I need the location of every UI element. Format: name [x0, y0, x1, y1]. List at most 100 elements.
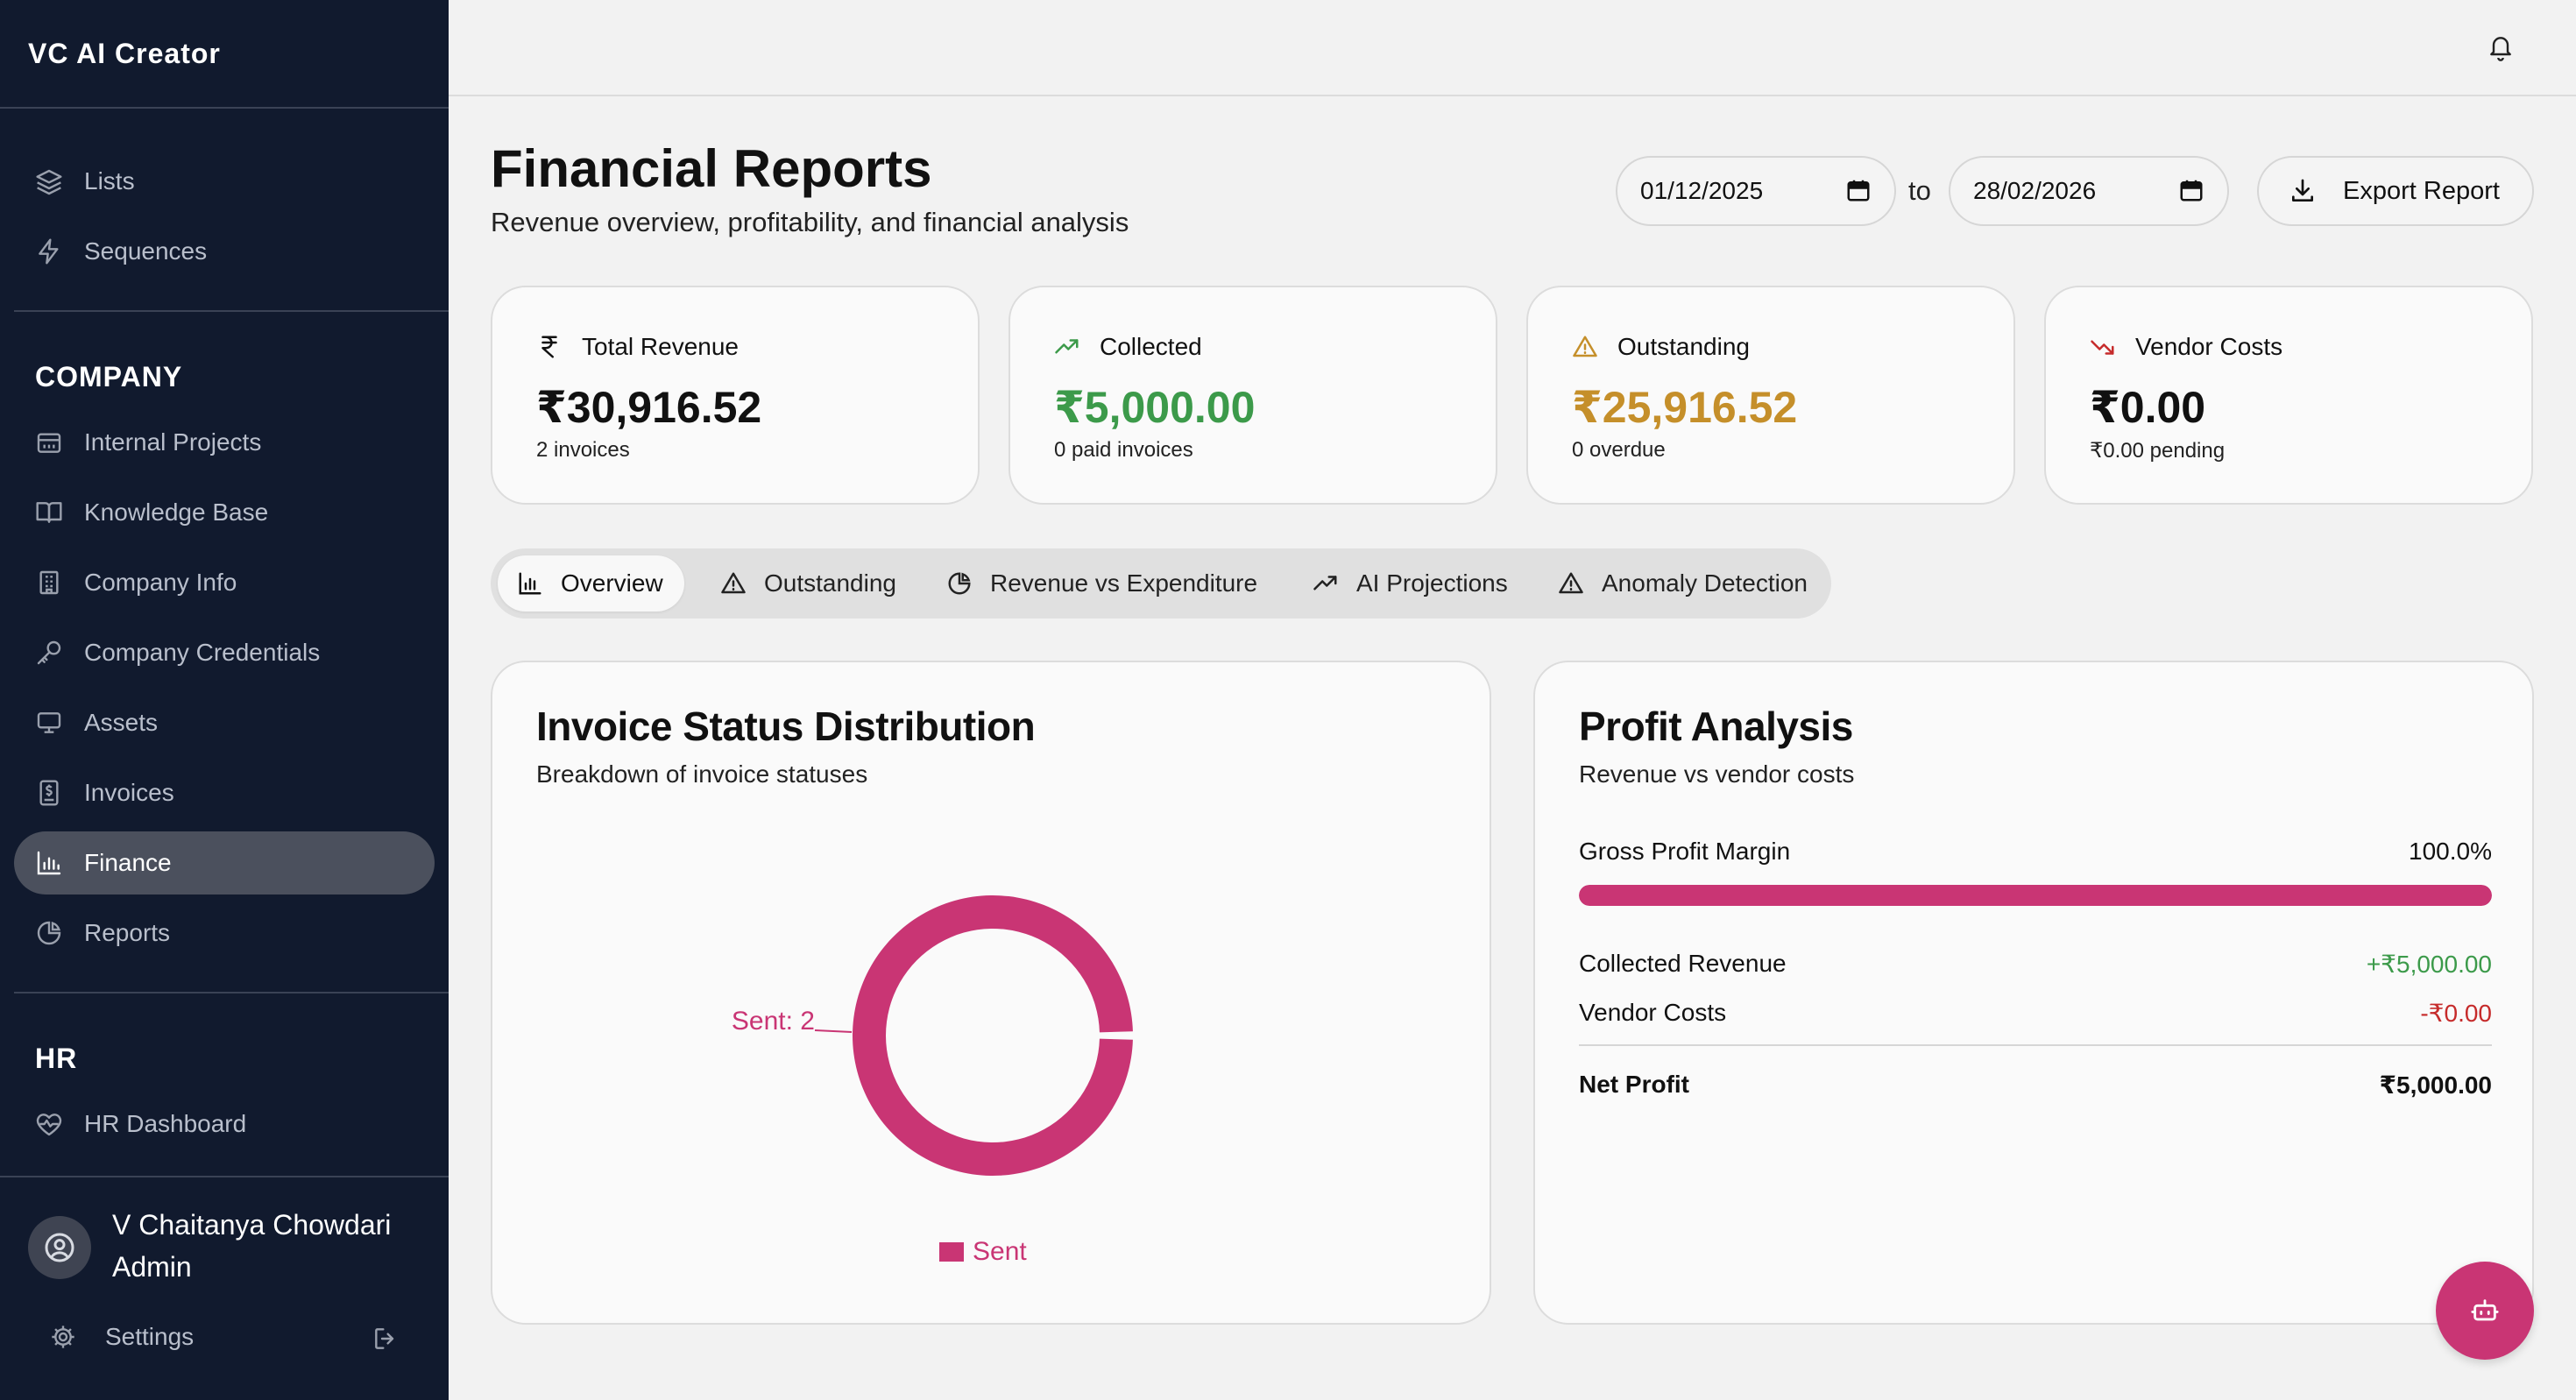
- sidebar-item-label: Company Credentials: [84, 639, 321, 666]
- sidebar-heading-hr: HR: [35, 1043, 78, 1074]
- panel-subtitle: Revenue vs vendor costs: [1579, 760, 1855, 788]
- date-to-value: 28/02/2026: [1973, 177, 2097, 204]
- stat-value: ₹5,000.00: [1054, 383, 1256, 432]
- warning-icon: [1558, 570, 1584, 597]
- sidebar-item-company-info[interactable]: Company Info: [14, 551, 435, 614]
- sidebar-item-label: Finance: [84, 849, 172, 876]
- slice-label: Sent: 2: [732, 1007, 815, 1036]
- sidebar-item-label: Reports: [84, 919, 171, 946]
- top-bar: [449, 0, 2576, 96]
- gross-profit-margin-fill: [1579, 885, 2492, 906]
- sidebar-heading-company: COMPANY: [35, 361, 183, 392]
- user-name: V Chaitanya Chowdari: [112, 1209, 392, 1241]
- panel-title: Profit Analysis: [1579, 704, 1853, 749]
- vendor-costs-value: -₹0.00: [2420, 1000, 2492, 1027]
- sidebar-item-sequences[interactable]: Sequences: [14, 220, 435, 283]
- stat-label-text: Outstanding: [1617, 333, 1750, 360]
- trending-up-icon: [1313, 570, 1339, 597]
- tab-anomaly-detection[interactable]: Anomaly Detection: [1539, 555, 1829, 612]
- date-from-input[interactable]: 01/12/2025: [1616, 156, 1896, 226]
- donut-slice-sent[interactable]: [853, 895, 1133, 1176]
- date-from-value: 01/12/2025: [1640, 177, 1764, 204]
- sidebar-item-company-credentials[interactable]: Company Credentials: [14, 621, 435, 684]
- tab-overview[interactable]: Overview: [498, 555, 684, 612]
- sidebar-item-label: Knowledge Base: [84, 498, 269, 526]
- legend-label: Sent: [973, 1237, 1027, 1266]
- sidebar-item-knowledge-base[interactable]: Knowledge Base: [14, 481, 435, 544]
- calendar-icon[interactable]: [1845, 177, 1872, 203]
- sidebar-item-hr-dashboard[interactable]: HR Dashboard: [14, 1092, 435, 1156]
- tab-ai-projections[interactable]: AI Projections: [1293, 555, 1529, 612]
- export-report-button[interactable]: Export Report: [2257, 156, 2534, 226]
- sidebar-item-lists[interactable]: Lists: [14, 150, 435, 213]
- sidebar-item-assets[interactable]: Assets: [14, 691, 435, 754]
- net-profit-value: ₹5,000.00: [2379, 1071, 2492, 1099]
- collected-revenue-value: +₹5,000.00: [2366, 951, 2492, 978]
- gross-profit-margin-row: Gross Profit Margin 100.0%: [1579, 838, 2492, 866]
- stat-label: Collected: [1054, 333, 1202, 361]
- invoice-status-donut-chart: Sent: 2: [732, 895, 1133, 1176]
- layers-icon: [35, 167, 63, 195]
- heart-pulse-icon: [35, 1110, 63, 1138]
- rupee-icon: [536, 334, 563, 360]
- sidebar-item-label: Company Info: [84, 569, 237, 596]
- page-title: Financial Reports: [491, 139, 932, 198]
- trending-up-icon: [1054, 334, 1080, 360]
- stat-sub: ₹0.00 pending: [2090, 439, 2226, 463]
- date-range-separator: to: [1908, 175, 1931, 206]
- stat-label-text: Vendor Costs: [2135, 333, 2283, 360]
- gross-profit-margin-bar: [1579, 885, 2492, 906]
- logout-icon[interactable]: [372, 1325, 400, 1353]
- chart-legend[interactable]: Sent: [939, 1237, 1027, 1267]
- bell-icon[interactable]: [2487, 32, 2515, 63]
- tab-label: Outstanding: [764, 569, 896, 597]
- sidebar-item-label: Internal Projects: [84, 428, 262, 456]
- stat-sub: 0 overdue: [1572, 438, 1666, 462]
- tab-outstanding[interactable]: Outstanding: [701, 555, 917, 612]
- sidebar-item-reports[interactable]: Reports: [14, 902, 435, 965]
- gross-profit-margin-value: 100.0%: [2409, 838, 2492, 865]
- settings-button[interactable]: Settings: [49, 1323, 194, 1351]
- bot-icon: [2470, 1296, 2500, 1326]
- stat-value: ₹0.00: [2090, 383, 2206, 432]
- stat-card-collected: Collected ₹5,000.00 0 paid invoices: [1008, 286, 1497, 505]
- ai-assistant-button[interactable]: [2436, 1262, 2534, 1360]
- panel-subtitle: Breakdown of invoice statuses: [536, 760, 868, 788]
- download-icon: [2289, 177, 2317, 205]
- bar-chart-icon: [517, 570, 543, 597]
- calendar-icon[interactable]: [2178, 177, 2204, 203]
- sidebar: VC AI Creator Lists Sequences COMPANY In…: [0, 0, 449, 1400]
- stat-card-total-revenue: Total Revenue ₹30,916.52 2 invoices: [491, 286, 980, 505]
- sidebar-item-label: Assets: [84, 709, 159, 736]
- slice-label-leader: [814, 1029, 853, 1033]
- sidebar-item-label: Sequences: [84, 237, 208, 265]
- stat-value: ₹25,916.52: [1572, 383, 1798, 432]
- sidebar-item-invoices[interactable]: Invoices: [14, 761, 435, 824]
- calendar-project-icon: [35, 428, 63, 456]
- net-profit-label: Net Profit: [1579, 1071, 1689, 1098]
- warning-icon: [1572, 334, 1598, 360]
- sidebar-item-label: Lists: [84, 167, 135, 194]
- tab-revenue-vs-expenditure[interactable]: Revenue vs Expenditure: [927, 555, 1278, 612]
- sidebar-item-internal-projects[interactable]: Internal Projects: [14, 411, 435, 474]
- legend-swatch: [939, 1242, 964, 1262]
- book-icon: [35, 498, 63, 527]
- date-to-input[interactable]: 28/02/2026: [1949, 156, 2229, 226]
- tab-label: Revenue vs Expenditure: [990, 569, 1258, 597]
- avatar[interactable]: [28, 1216, 91, 1279]
- tab-label: Overview: [561, 569, 663, 597]
- stat-card-vendor-costs: Vendor Costs ₹0.00 ₹0.00 pending: [2044, 286, 2533, 505]
- report-tabs: Overview Outstanding Revenue vs Expendit…: [491, 548, 1831, 619]
- net-profit-row: Net Profit ₹5,000.00: [1579, 1071, 2492, 1099]
- sidebar-item-finance[interactable]: Finance: [14, 831, 435, 894]
- lightning-icon: [35, 237, 63, 265]
- collected-revenue-label: Collected Revenue: [1579, 950, 1787, 977]
- invoice-status-panel: Invoice Status Distribution Breakdown of…: [491, 661, 1491, 1325]
- building-icon: [35, 569, 63, 597]
- stat-label-text: Total Revenue: [582, 333, 740, 360]
- trending-down-icon: [2090, 334, 2116, 360]
- stat-sub: 2 invoices: [536, 438, 630, 462]
- stat-card-outstanding: Outstanding ₹25,916.52 0 overdue: [1526, 286, 2015, 505]
- divider: [1579, 1044, 2492, 1046]
- user-profile: V Chaitanya Chowdari Admin Settings: [0, 1176, 449, 1400]
